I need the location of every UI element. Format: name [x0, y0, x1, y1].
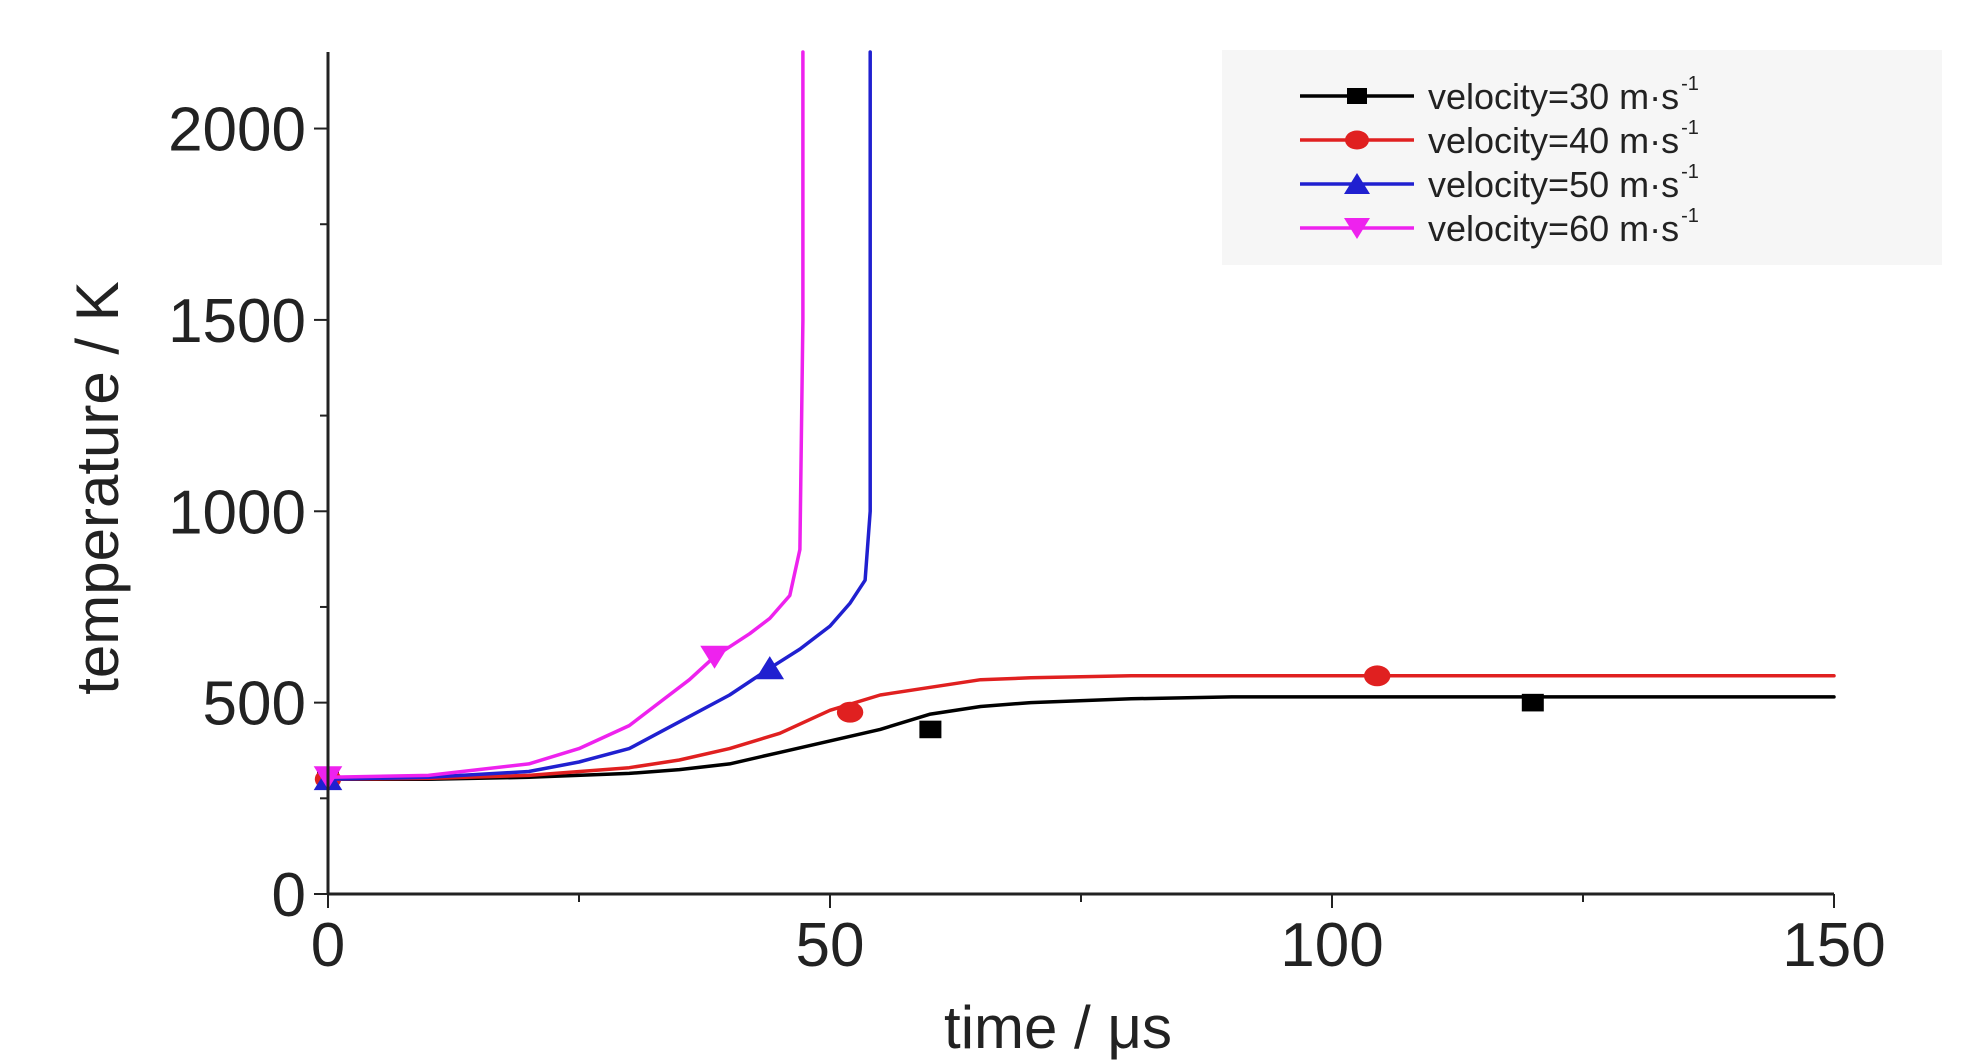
legend-entry-superscript: -1 — [1681, 161, 1699, 183]
data-marker — [1344, 173, 1370, 194]
x-tick-label: 150 — [1782, 911, 1885, 980]
data-marker — [1344, 218, 1370, 239]
legend-entry-label: velocity=40 m·s — [1428, 120, 1679, 161]
series-line — [326, 50, 805, 780]
x-tick-label: 100 — [1280, 911, 1383, 980]
x-tick-label: 0 — [311, 911, 345, 980]
y-tick-label: 500 — [203, 670, 306, 739]
axis-labels: time / μs temperature / K — [64, 281, 1172, 1061]
series-line — [326, 674, 1836, 781]
data-marker — [836, 701, 864, 723]
data-marker — [1521, 693, 1544, 712]
data-marker — [919, 720, 942, 739]
y-tick-label: 1000 — [168, 478, 306, 547]
series-line — [326, 695, 1836, 781]
data-marker — [700, 645, 729, 669]
legend-entry-label: velocity=60 m·s — [1428, 208, 1679, 249]
legend-entry-superscript: -1 — [1681, 117, 1699, 139]
series-line — [326, 50, 872, 781]
y-axis-label: temperature / K — [64, 281, 131, 695]
y-tick-label: 2000 — [168, 96, 306, 165]
data-marker — [1345, 130, 1369, 150]
legend-entry-superscript: -1 — [1681, 73, 1699, 95]
legend-entry-label: velocity=30 m·s — [1428, 76, 1679, 117]
y-tick-label: 1500 — [168, 287, 306, 356]
data-marker — [755, 656, 785, 680]
plot-area — [313, 50, 1836, 791]
legend-entry-superscript: -1 — [1681, 205, 1699, 227]
legend-entry-label: velocity=50 m·s — [1428, 164, 1679, 205]
data-marker — [1347, 88, 1367, 104]
x-tick-label: 50 — [796, 911, 865, 980]
y-tick-label: 0 — [272, 861, 306, 930]
x-axis-label: time / μs — [944, 994, 1172, 1061]
data-marker — [1363, 665, 1391, 687]
